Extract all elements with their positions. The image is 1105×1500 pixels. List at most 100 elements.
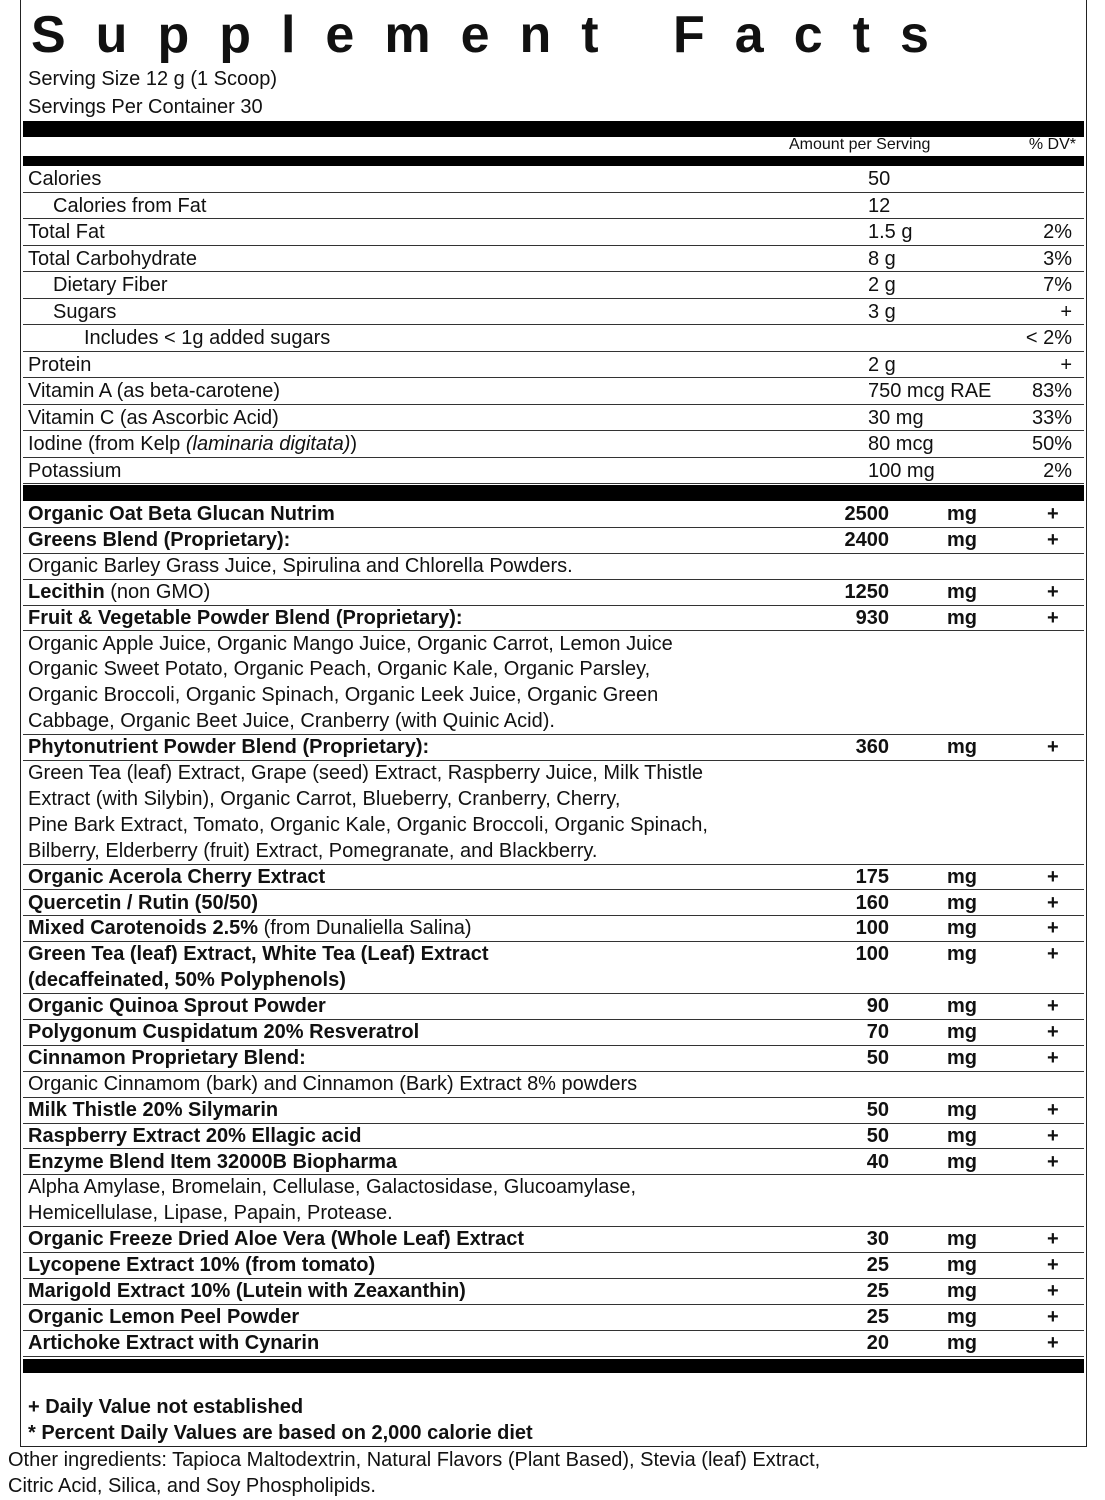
ingredient-row: Organic Freeze Dried Aloe Vera (Whole Le… — [23, 1227, 1084, 1254]
ingredient-name: Organic Quinoa Sprout Powder — [28, 994, 326, 1020]
dv-header: % DV* — [1028, 136, 1076, 153]
ingredient-unit: mg — [947, 736, 977, 759]
ingredient-unit: mg — [947, 1228, 977, 1251]
ingredient-name-text: Lycopene Extract 10% (from tomato) — [28, 1254, 376, 1277]
nutrient-name: Vitamin C (as Ascorbic Acid) — [28, 405, 279, 432]
nutrient-name: Calories — [28, 166, 101, 193]
ingredient-name: Phytonutrient Powder Blend (Proprietary)… — [28, 735, 429, 761]
other-ingredients: Other ingredients: Tapioca Maltodextrin,… — [8, 1449, 821, 1471]
nutrient-row: Vitamin C (as Ascorbic Acid) 30 mg 33% — [23, 405, 1084, 432]
nutrient-dv: 33% — [1031, 406, 1072, 429]
nutrient-name: Vitamin A (as beta-carotene) — [28, 378, 280, 405]
nutrient-row: Sugars 3 g + — [23, 299, 1084, 325]
nutrient-name-text: Calories from Fat — [53, 194, 207, 217]
nutrient-name: Dietary Fiber — [53, 272, 167, 299]
ingredient-dv: + — [1047, 943, 1059, 966]
nutrient-dv: 3% — [1043, 247, 1072, 270]
nutrient-name-text: Calories — [28, 168, 102, 190]
ingredient-dv: + — [1047, 1046, 1059, 1069]
ingredient-row: Organic Oat Beta Glucan Nutrim 2500 mg + — [23, 502, 1084, 528]
ingredient-name-text: Polygonum Cuspidatum 20% Resveratrol — [28, 1021, 420, 1043]
nutrient-dv: 50% — [1031, 433, 1072, 455]
nutrient-amount: 2 g — [868, 274, 896, 296]
ingredient-name: Raspberry Extract 20% Ellagic acid — [28, 1124, 362, 1150]
ingredient-dv: + — [1047, 1280, 1059, 1302]
ingredient-name-text: Organic Acerola Cherry Extract — [28, 865, 326, 888]
ingredient-name-text: Organic Freeze Dried Aloe Vera (Whole Le… — [28, 1228, 525, 1251]
description-line: Organic Apple Juice, Organic Mango Juice… — [28, 632, 673, 655]
nutrient-name: Includes < 1g added sugars — [84, 325, 330, 352]
nutrient-dv: 2% — [1043, 459, 1072, 482]
ingredient-amount: 2500 — [844, 503, 890, 525]
nutrient-name-text: Total Carbohydrate — [28, 247, 197, 270]
ingredient-dv: + — [1047, 1228, 1059, 1251]
ingredient-amount: 1250 — [844, 580, 890, 603]
nutrient-name-text: Vitamin C (as Ascorbic Acid) — [28, 406, 279, 429]
ingredient-row: Enzyme Blend Item 32000B Biopharma 40 mg + — [23, 1150, 1084, 1176]
nutrient-name-italic: (laminaria digitata) — [185, 433, 351, 455]
ingredient-row: Greens Blend (Proprietary): 2400 mg + — [23, 528, 1084, 554]
thick-divider — [23, 1359, 1084, 1373]
ingredient-name-text: Milk Thistle 20% Silymarin — [28, 1098, 279, 1121]
ingredient-name-text: Green Tea (leaf) Extract, White Tea (Lea… — [28, 943, 489, 966]
ingredient-unit: mg — [947, 917, 977, 940]
serving-size: Serving Size 12 g (1 Scoop) — [28, 68, 278, 90]
ingredient-name: Milk Thistle 20% Silymarin — [28, 1098, 278, 1124]
ingredient-name-text: Organic Oat Beta Glucan Nutrim — [28, 503, 335, 525]
ingredient-unit: mg — [947, 1046, 977, 1069]
ingredient-name: Artichoke Extract with Cynarin — [28, 1331, 319, 1357]
nutrient-amount: 30 mg — [868, 406, 924, 429]
ingredient-name-text: Fruit & Vegetable Powder Blend (Propriet… — [28, 606, 463, 629]
description-line: Alpha Amylase, Bromelain, Cellulase, Gal… — [28, 1176, 637, 1199]
ingredient-unit: mg — [947, 995, 977, 1018]
ingredient-row: Marigold Extract 10% (Lutein with Zeaxan… — [23, 1279, 1084, 1305]
ingredient-name: Polygonum Cuspidatum 20% Resveratrol — [28, 1020, 419, 1046]
ingredient-dv: + — [1047, 1021, 1059, 1043]
nutrient-dv: 7% — [1043, 274, 1072, 296]
ingredient-row: Lecithin (non GMO) 1250 mg + — [23, 580, 1084, 606]
ingredient-unit: mg — [947, 1098, 977, 1121]
ingredient-row: Mixed Carotenoids 2.5% (from Dunaliella … — [23, 916, 1084, 943]
description-line: Organic Broccoli, Organic Spinach, Organ… — [28, 684, 659, 707]
nutrient-dv: 2% — [1043, 221, 1072, 243]
ingredient-amount: 40 — [866, 1150, 889, 1173]
nutrient-dv: 83% — [1031, 380, 1072, 402]
description-line: Organic Sweet Potato, Organic Peach, Org… — [28, 658, 651, 681]
ingredient-amount: 2400 — [844, 528, 890, 551]
description-line: Organic Barley Grass Juice, Spirulina an… — [28, 554, 573, 577]
ingredient-name: Lycopene Extract 10% (from tomato) — [28, 1253, 375, 1279]
ingredient-name: Mixed Carotenoids 2.5% (from Dunaliella … — [28, 916, 471, 942]
ingredient-name: Enzyme Blend Item 32000B Biopharma — [28, 1150, 397, 1176]
servings-per-container: Servings Per Container 30 — [28, 96, 263, 118]
ingredient-amount: 50 — [866, 1098, 889, 1121]
panel-title: Supplement Facts — [31, 6, 959, 64]
nutrient-name-text: Total Fat — [28, 221, 105, 243]
ingredient-unit: mg — [947, 1124, 977, 1147]
ingredient-unit: mg — [947, 1150, 977, 1173]
nutrient-row: Protein 2 g + — [23, 352, 1084, 379]
amount-per-serving-header: Amount per Serving — [789, 136, 931, 153]
ingredient-unit: mg — [947, 865, 977, 888]
ingredient-amount: 25 — [866, 1305, 889, 1328]
nutrient-row: Total Carbohydrate 8 g 3% — [23, 246, 1084, 272]
nutrient-name: Potassium — [28, 458, 121, 485]
nutrient-dv: + — [1060, 300, 1072, 323]
ingredient-name: Organic Freeze Dried Aloe Vera (Whole Le… — [28, 1227, 524, 1253]
ingredient-unit: mg — [947, 1254, 977, 1277]
ingredient-amount: 160 — [855, 891, 889, 914]
ingredient-name-text: Phytonutrient Powder Blend (Proprietary)… — [28, 736, 430, 759]
description-line: Cabbage, Organic Beet Juice, Cranberry (… — [28, 710, 555, 733]
ingredient-row: Phytonutrient Powder Blend (Proprietary)… — [23, 735, 1084, 761]
ingredient-name-text: Organic Quinoa Sprout Powder — [28, 995, 326, 1018]
nutrient-name-suffix: ) — [350, 433, 358, 455]
nutrient-name: Protein — [28, 352, 91, 379]
ingredient-dv: + — [1047, 736, 1059, 759]
description-line: Green Tea (leaf) Extract, Grape (seed) E… — [28, 762, 704, 784]
ingredient-row: Organic Quinoa Sprout Powder 90 mg + — [23, 994, 1084, 1020]
ingredient-dv: + — [1047, 1150, 1059, 1173]
ingredient-name: Cinnamon Proprietary Blend: — [28, 1046, 306, 1072]
ingredient-amount: 20 — [866, 1331, 889, 1354]
ingredient-name-text: Quercetin / Rutin (50/50) — [28, 891, 259, 914]
ingredient-amount: 175 — [855, 865, 889, 888]
ingredient-name: Greens Blend (Proprietary): — [28, 528, 290, 554]
